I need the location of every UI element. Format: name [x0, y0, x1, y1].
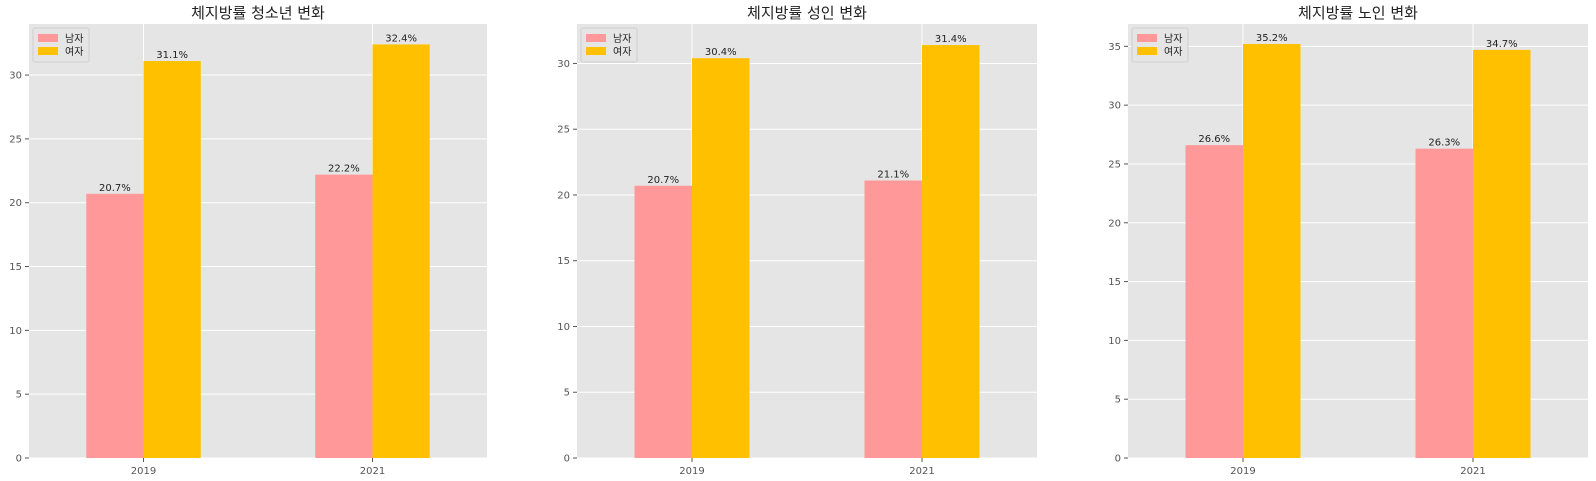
y-tick-label: 10: [557, 322, 570, 333]
y-tick-label: 25: [557, 125, 570, 136]
bar-남자-2021: [315, 174, 373, 458]
legend-swatch: [1137, 47, 1157, 55]
bar-남자-2019: [634, 185, 692, 458]
bar-남자-2019: [86, 193, 144, 459]
y-tick-label: 15: [557, 256, 570, 267]
y-tick-label: 15: [1108, 277, 1121, 288]
bar-여자-2021: [922, 45, 980, 459]
legend-swatch: [38, 47, 58, 55]
legend-swatch: [1137, 34, 1157, 42]
bar-남자-2021: [864, 180, 922, 458]
x-tick-label: 2021: [360, 466, 385, 477]
bar-data-label: 22.2%: [328, 164, 360, 175]
bar-data-label: 20.7%: [99, 183, 131, 194]
x-tick-label: 2019: [131, 466, 156, 477]
y-tick-label: 5: [564, 388, 570, 399]
bar-data-label: 20.7%: [647, 175, 679, 186]
bar-data-label: 31.4%: [935, 34, 967, 45]
y-tick-label: 25: [9, 134, 22, 145]
x-tick-label: 2019: [1230, 466, 1255, 477]
chart-panel-2: 체지방률 성인 변화 0 5 10 15 20 25 30 20.7% 21.1% 30.4% 31.…: [557, 4, 1037, 477]
y-tick-label: 30: [9, 71, 22, 82]
bar-남자-2019: [1185, 145, 1243, 459]
chart-panel-1: 체지방률 청소년 변화 0 5 10 15 20 25 30 20.7% 22.2% 31.1% 32…: [9, 4, 487, 477]
legend-label: 남자: [1164, 33, 1182, 45]
legend-swatch: [586, 34, 606, 42]
y-tick-label: 30: [1108, 101, 1121, 112]
x-tick-label: 2021: [1460, 466, 1485, 477]
y-tick-label: 10: [9, 326, 22, 337]
legend-label: 남자: [65, 33, 83, 45]
y-tick-label: 30: [557, 59, 570, 70]
legend-label: 남자: [613, 33, 631, 45]
y-tick-label: 20: [557, 190, 570, 201]
y-tick-label: 5: [1115, 395, 1121, 406]
legend-label: 여자: [1164, 46, 1182, 58]
bar-남자-2021: [1415, 148, 1473, 458]
chart-title: 체지방률 청소년 변화: [191, 4, 325, 22]
x-tick-label: 2021: [909, 466, 934, 477]
y-tick-label: 20: [9, 198, 22, 209]
bar-data-label: 31.1%: [156, 50, 188, 61]
bar-data-label: 30.4%: [705, 47, 737, 58]
bar-여자-2019: [1243, 43, 1301, 459]
bar-data-label: 26.3%: [1428, 138, 1460, 149]
y-tick-label: 35: [1108, 42, 1121, 53]
chart-title: 체지방률 노인 변화: [1298, 4, 1418, 22]
bar-data-label: 32.4%: [385, 33, 417, 44]
chart-title: 체지방률 성인 변화: [747, 4, 867, 22]
bar-여자-2019: [692, 58, 750, 458]
y-tick-label: 10: [1108, 336, 1121, 347]
y-tick-label: 15: [9, 262, 22, 273]
legend-label: 여자: [613, 46, 631, 58]
x-tick-label: 2019: [679, 466, 704, 477]
y-tick-label: 0: [1115, 454, 1121, 465]
bar-여자-2019: [143, 61, 201, 459]
bar-data-label: 21.1%: [877, 170, 909, 181]
y-tick-label: 25: [1108, 159, 1121, 170]
bar-여자-2021: [372, 44, 430, 459]
chart-panel-3: 체지방률 노인 변화 0 5 10 15 20 25 30 35 26.6% 26.3% 35.2% 3…: [1108, 4, 1588, 477]
legend-swatch: [586, 47, 606, 55]
y-tick-label: 0: [564, 454, 570, 465]
y-tick-label: 5: [16, 390, 22, 401]
y-tick-label: 20: [1108, 218, 1121, 229]
bar-data-label: 35.2%: [1256, 33, 1288, 44]
bar-data-label: 26.6%: [1198, 134, 1230, 145]
bar-여자-2021: [1473, 49, 1531, 459]
legend-swatch: [38, 34, 58, 42]
legend-label: 여자: [65, 46, 83, 58]
bar-data-label: 34.7%: [1486, 39, 1518, 50]
y-tick-label: 0: [16, 454, 22, 465]
